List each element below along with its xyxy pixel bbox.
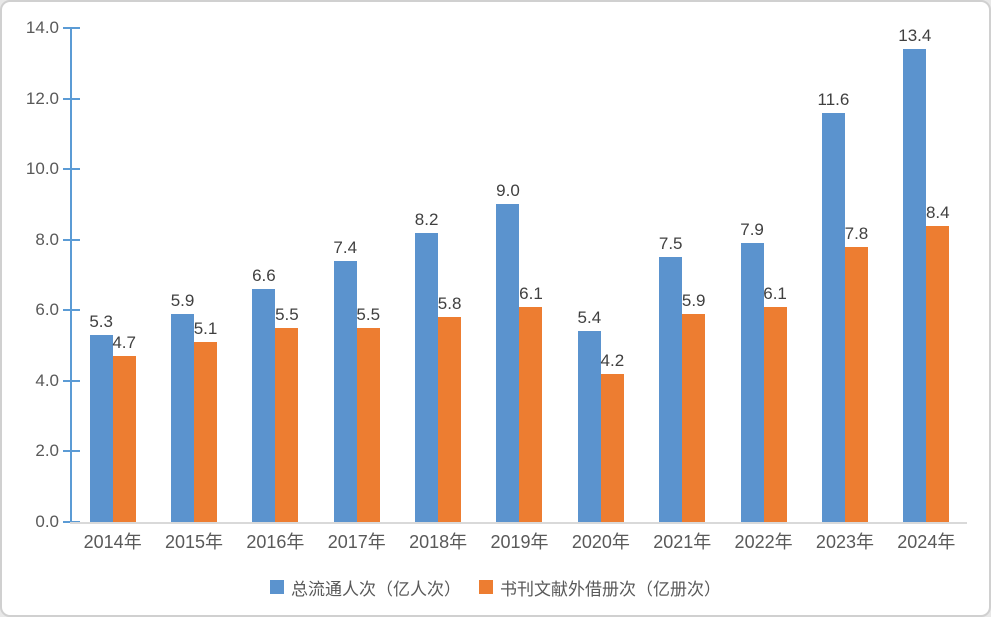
- legend: 总流通人次（亿人次） 书刊文献外借册次（亿册次）: [2, 572, 989, 602]
- x-axis-category-label: 2023年: [815, 532, 874, 552]
- bar-total-circulation: [821, 113, 845, 522]
- bar-group: 6.6 5.5: [235, 28, 316, 522]
- bar-book-lending: [600, 374, 624, 522]
- bar-value-label: 8.2: [414, 210, 439, 229]
- y-axis-tick-label: 4.0: [35, 370, 59, 390]
- bar-value-label: 8.4: [925, 203, 950, 222]
- bar-group: 11.6 7.8: [804, 28, 885, 522]
- x-axis-category-label: 2024年: [897, 532, 956, 552]
- legend-item-total-circulation: 总流通人次（亿人次）: [270, 575, 461, 600]
- bar-value-label: 5.1: [193, 319, 218, 338]
- bar-total-circulation: [659, 257, 683, 522]
- bar-total-circulation: [333, 261, 357, 522]
- x-axis-category-label: 2014年: [83, 532, 142, 552]
- x-axis-category-label: 2018年: [409, 532, 468, 552]
- legend-label: 总流通人次（亿人次）: [291, 579, 461, 599]
- bar-value-label: 5.4: [577, 308, 602, 327]
- x-axis-category-label: 2016年: [246, 532, 305, 552]
- bar-value-label: 6.6: [252, 266, 276, 285]
- bar-total-circulation: [252, 289, 276, 522]
- x-axis-line: [70, 522, 967, 524]
- bar-group: 5.4 4.2: [560, 28, 641, 522]
- plot-area: 5.3 4.7 5.9 5.1 6.6 5.5 7.4 5.5 8.2 5.8 9.0 6.1 5.4 4…: [72, 26, 967, 522]
- y-axis-tick: [63, 309, 80, 312]
- bar-value-label: 4.7: [112, 333, 136, 352]
- legend-swatch-orange-icon: [479, 580, 493, 594]
- x-axis-category-label: 2019年: [490, 532, 549, 552]
- bar-value-label: 6.1: [519, 284, 543, 303]
- y-axis-tick-label: 2.0: [35, 441, 59, 461]
- legend-label: 书刊文献外借册次（亿册次）: [500, 579, 721, 599]
- y-axis-tick-label: 0.0: [35, 512, 59, 531]
- x-axis-category-label: 2020年: [571, 532, 630, 552]
- bar-group: 13.4 8.4: [886, 26, 967, 522]
- y-axis-line: [70, 28, 72, 524]
- bar-total-circulation: [496, 204, 520, 522]
- bar-group: 7.9 6.1: [723, 28, 804, 522]
- y-axis-tick: [63, 238, 80, 241]
- legend-item-book-lending: 书刊文献外借册次（亿册次）: [479, 575, 721, 600]
- bar-book-lending: [275, 328, 299, 522]
- bar-group: 9.0 6.1: [479, 28, 560, 522]
- bar-value-label: 5.9: [170, 291, 195, 310]
- bar-total-circulation: [577, 331, 601, 522]
- bar-total-circulation: [903, 49, 927, 522]
- bar-total-circulation: [415, 233, 439, 522]
- bar-value-label: 7.9: [740, 220, 764, 239]
- y-axis-tick-label: 12.0: [25, 88, 59, 108]
- y-axis-tick: [63, 168, 80, 171]
- x-axis-category-label: 2021年: [653, 532, 712, 552]
- legend-swatch-blue-icon: [270, 580, 284, 594]
- bar-group: 8.2 5.8: [397, 28, 478, 522]
- bar-total-circulation: [89, 335, 113, 522]
- bar-value-label: 6.1: [763, 284, 787, 303]
- bar-value-label: 5.3: [89, 312, 113, 331]
- y-axis-tick: [63, 97, 80, 100]
- bar-book-lending: [926, 226, 950, 522]
- bar-total-circulation: [171, 314, 195, 522]
- bar-value-label: 13.4: [898, 26, 932, 45]
- bar-book-lending: [763, 307, 787, 522]
- y-axis-tick: [63, 450, 80, 453]
- y-axis-tick: [63, 379, 80, 382]
- bar-group: 7.4 5.5: [316, 28, 397, 522]
- bar-book-lending: [438, 317, 462, 522]
- bar-book-lending: [519, 307, 543, 522]
- bar-value-label: 5.9: [681, 291, 706, 310]
- bar-value-label: 5.8: [437, 294, 462, 313]
- x-axis-category-label: 2017年: [327, 532, 386, 552]
- bar-value-label: 7.8: [844, 224, 869, 243]
- bar-value-label: 5.5: [275, 305, 299, 324]
- bar-book-lending: [682, 314, 706, 522]
- bar-book-lending: [112, 356, 136, 522]
- bar-book-lending: [844, 247, 868, 522]
- bar-group: 5.9 5.1: [153, 28, 234, 522]
- bar-group: 5.3 4.7: [72, 28, 153, 522]
- bar-total-circulation: [740, 243, 764, 522]
- bar-value-label: 4.2: [600, 351, 625, 370]
- bar-value-label: 7.5: [658, 234, 683, 253]
- y-axis-tick: [63, 27, 80, 29]
- y-axis-tick-label: 14.0: [25, 18, 59, 37]
- bar-value-label: 5.5: [356, 305, 381, 324]
- x-axis-category-label: 2015年: [165, 532, 224, 552]
- y-axis-tick-label: 8.0: [35, 229, 59, 249]
- bar-group: 7.5 5.9: [642, 28, 723, 522]
- y-axis-tick-label: 10.0: [25, 159, 59, 179]
- x-axis-category-label: 2022年: [734, 532, 793, 552]
- bar-value-label: 11.6: [817, 90, 850, 109]
- bar-book-lending: [356, 328, 380, 522]
- bar-value-label: 7.4: [333, 238, 358, 257]
- y-axis-tick-label: 6.0: [35, 300, 59, 320]
- bar-value-label: 9.0: [496, 181, 520, 200]
- bar-book-lending: [194, 342, 218, 522]
